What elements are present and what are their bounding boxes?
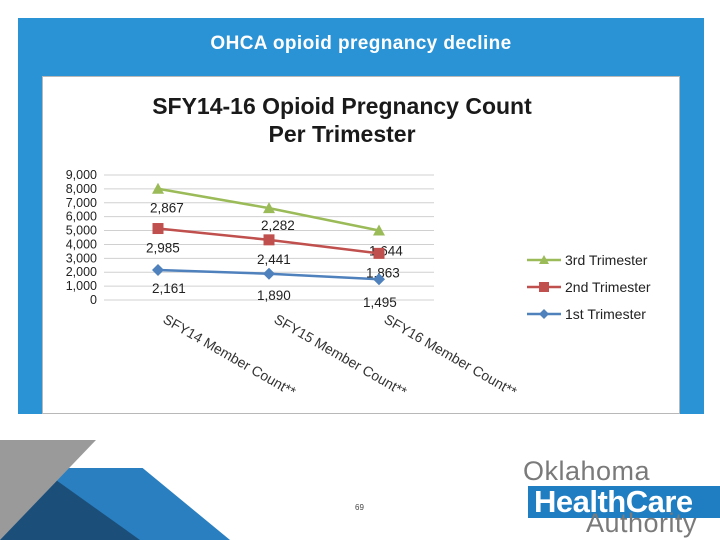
- logo-healthcare-background: [528, 486, 720, 518]
- y-tick-label: 1,000: [66, 279, 97, 293]
- legend-label: 2nd Trimester: [565, 279, 651, 295]
- y-tick-label: 3,000: [66, 251, 97, 265]
- legend-marker: [539, 309, 549, 319]
- y-tick-label: 0: [90, 293, 97, 307]
- legend-label: 1st Trimester: [565, 306, 646, 322]
- data-point-marker: [373, 224, 385, 236]
- logo-authority-text: Authority: [586, 508, 698, 538]
- legend-marker: [539, 282, 549, 292]
- chart-title-line2: Per Trimester: [268, 121, 416, 147]
- legend-label: 3rd Trimester: [565, 252, 648, 268]
- data-label: 2,282: [261, 218, 295, 233]
- data-point-marker: [152, 263, 164, 276]
- data-point-marker: [373, 247, 385, 259]
- data-point-marker: [263, 234, 275, 246]
- data-point-marker: [373, 273, 385, 286]
- y-tick-label: 8,000: [66, 182, 97, 196]
- data-label: 1,890: [257, 288, 291, 303]
- y-tick-label: 7,000: [66, 196, 97, 210]
- y-tick-label: 4,000: [66, 237, 97, 251]
- data-label: 2,161: [152, 281, 186, 296]
- y-tick-label: 9,000: [66, 168, 97, 182]
- chart-title: SFY14-16 Opioid Pregnancy Count Per Trim…: [42, 92, 642, 148]
- data-label: 1,495: [363, 295, 397, 310]
- legend-marker: [539, 255, 549, 264]
- logo-healthcare-text: HealthCare: [534, 484, 693, 519]
- data-label: 1,863: [366, 265, 400, 280]
- y-tick-label: 6,000: [66, 210, 97, 224]
- page-number: 69: [355, 503, 364, 512]
- data-label: 2,867: [150, 201, 184, 216]
- data-point-marker: [152, 223, 164, 235]
- data-point-marker: [263, 202, 275, 214]
- logo-oklahoma-text: Oklahoma: [523, 456, 651, 486]
- chart-title-line1: SFY14-16 Opioid Pregnancy Count: [152, 93, 532, 119]
- data-point-marker: [263, 267, 275, 280]
- y-tick-label: 5,000: [66, 224, 97, 238]
- data-label: 2,985: [146, 241, 180, 256]
- data-label: 2,441: [257, 252, 291, 267]
- data-point-marker: [152, 182, 164, 194]
- chart-frame: [42, 76, 680, 414]
- y-tick-label: 2,000: [66, 265, 97, 279]
- slide-title: OHCA opioid pregnancy decline: [210, 33, 512, 54]
